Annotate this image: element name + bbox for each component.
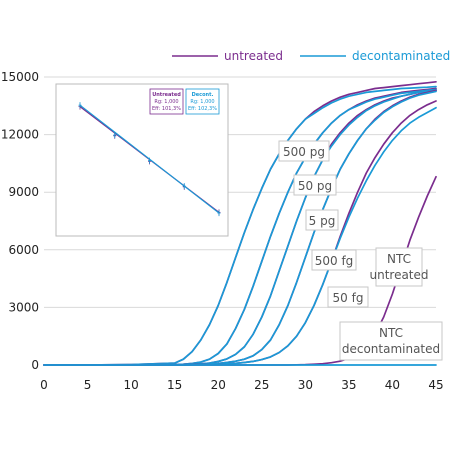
x-tick-label: 25 [254, 378, 269, 392]
inset-untreated-rg: Rg: 1,000 [154, 99, 178, 105]
inset-decontaminated-title: Decont. [192, 92, 214, 98]
y-axis-ticks: 0 3000 6000 9000 12000 15000 [1, 70, 39, 372]
x-tick-label: 15 [167, 378, 182, 392]
callout-500fg: 500 fg [311, 249, 357, 271]
callout-50fg-label: 50 fg [333, 291, 364, 305]
callout-500fg-label: 500 fg [315, 254, 354, 268]
x-tick-label: 0 [40, 378, 48, 392]
callout-500fg-frame [311, 249, 357, 271]
inset-decontaminated-eff: Eff: 102,3% [188, 106, 217, 112]
inset-standard-curve: Untreated Rg: 1,000 Eff: 101,3% Decont. … [55, 83, 229, 237]
x-axis-ticks: 0 5 10 15 20 25 30 35 40 45 [40, 378, 443, 392]
inset-points [78, 102, 221, 217]
y-tick-label: 15000 [1, 70, 39, 84]
callout-ntc-untreated-line2: untreated [369, 268, 428, 282]
callout-50pg: 50 pg [293, 174, 337, 196]
callout-50pg-frame [293, 174, 337, 196]
callout-5pg-label: 5 pg [309, 214, 336, 228]
x-tick-label: 35 [341, 378, 356, 392]
legend-untreated-label: untreated [224, 49, 283, 63]
x-tick-label: 20 [211, 378, 226, 392]
y-tick-label: 6000 [8, 243, 39, 257]
inset-decontaminated-rg: Rg: 1,000 [190, 99, 214, 105]
callout-500pg-frame [278, 140, 330, 162]
callout-ntc-decontaminated-line1: NTC [379, 326, 403, 340]
inset-decontaminated-box-frame [185, 88, 220, 115]
callout-50pg-label: 50 pg [298, 179, 332, 193]
callout-ntc-decontaminated: NTC decontaminated [339, 321, 443, 361]
callout-5pg: 5 pg [305, 209, 339, 231]
x-tick-label: 10 [123, 378, 138, 392]
inset-untreated-box-frame [149, 88, 184, 115]
callout-ntc-decontaminated-line2: decontaminated [342, 342, 440, 356]
inset-untreated-eff: Eff: 101,3% [152, 106, 181, 112]
legend: untreated decontaminated [172, 49, 450, 63]
callout-ntc-decontaminated-frame [339, 321, 443, 361]
callout-500pg-label: 500 pg [283, 145, 325, 159]
callout-50fg: 50 fg [327, 286, 369, 308]
inset-untreated-box: Untreated Rg: 1,000 Eff: 101,3% [149, 88, 184, 115]
legend-decontaminated-label: decontaminated [352, 49, 450, 63]
series-line-decontaminated-3 [43, 88, 437, 366]
x-tick-label: 40 [385, 378, 400, 392]
callout-50fg-frame [327, 286, 369, 308]
callout-ntc-untreated: NTC untreated [369, 247, 429, 287]
y-tick-label: 9000 [8, 185, 39, 199]
inset-decontaminated-box: Decont. Rg: 1,000 Eff: 102,3% [185, 88, 220, 115]
series-layer [43, 80, 437, 366]
y-tick-label: 3000 [8, 300, 39, 314]
x-tick-label: 5 [84, 378, 92, 392]
inset-untreated-title: Untreated [152, 92, 181, 98]
callout-ntc-untreated-frame [375, 247, 423, 287]
x-tick-label: 30 [298, 378, 313, 392]
y-tick-label: 0 [31, 358, 39, 372]
x-tick-label: 45 [428, 378, 443, 392]
y-tick-label: 12000 [1, 128, 39, 142]
callout-500pg: 500 pg [278, 140, 330, 162]
callout-ntc-untreated-line1: NTC [387, 252, 411, 266]
series-line-decontaminated-1 [43, 85, 437, 366]
callout-5pg-frame [305, 209, 339, 231]
